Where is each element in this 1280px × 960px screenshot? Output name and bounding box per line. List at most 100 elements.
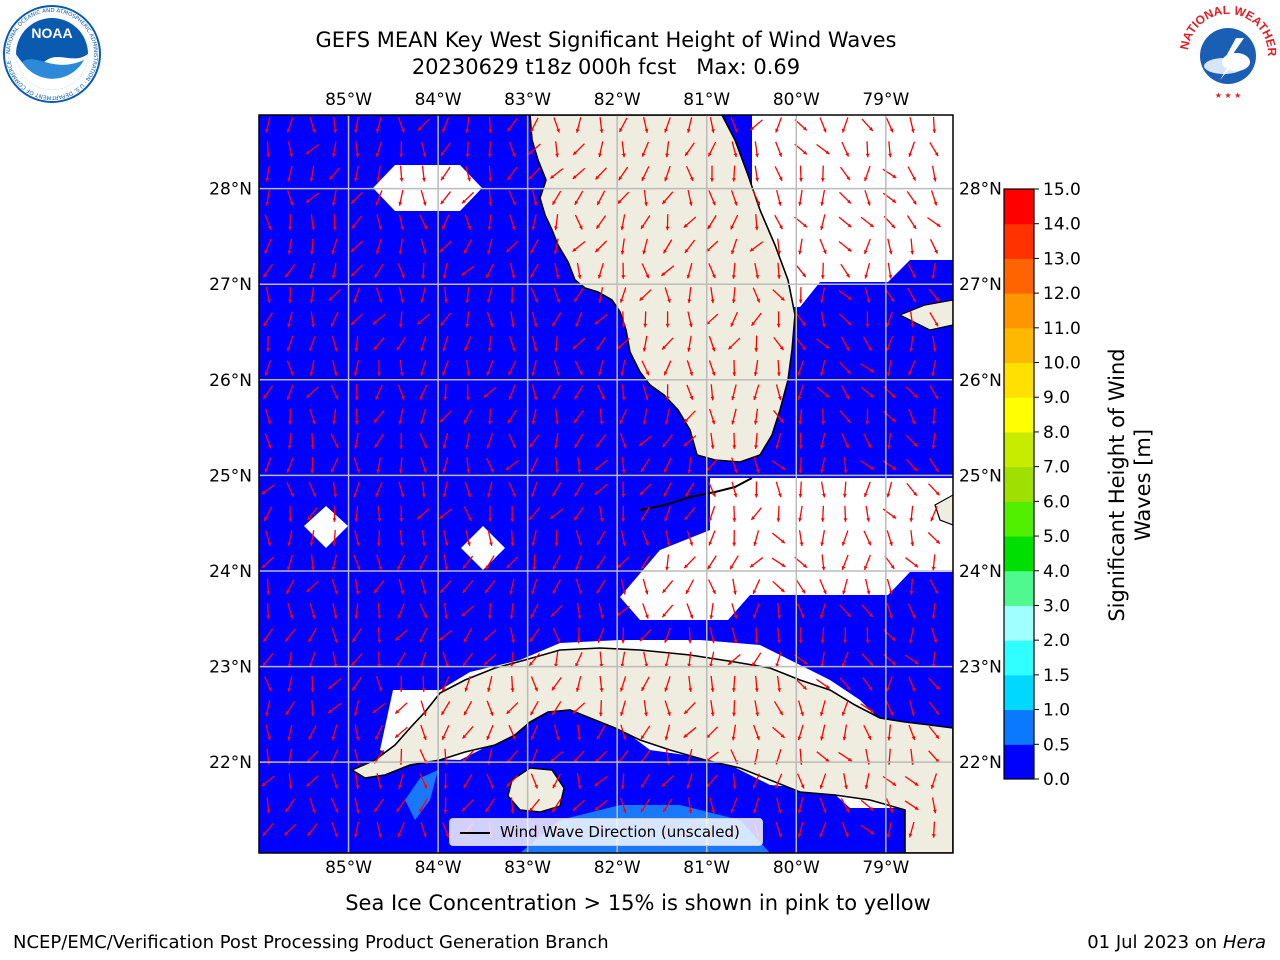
arrow-head xyxy=(751,516,755,520)
arrow-head xyxy=(507,419,512,424)
arrow-head xyxy=(419,565,424,570)
arrow-head xyxy=(733,493,738,498)
arrow-head xyxy=(866,201,871,206)
arrow-head xyxy=(620,687,624,692)
arrow-head xyxy=(841,565,846,570)
arrow-head xyxy=(667,711,671,716)
arrow-head xyxy=(531,590,535,595)
arrow-head xyxy=(310,469,315,474)
arrow-head xyxy=(841,128,846,133)
arrow-head xyxy=(822,249,827,254)
arrow-head xyxy=(641,224,645,229)
arrow-head xyxy=(311,614,316,619)
lon-tick-label-top: 84°W xyxy=(415,90,462,110)
arrow-head xyxy=(285,711,290,715)
arrow-head xyxy=(914,563,919,568)
arrow-head xyxy=(464,687,469,692)
arrow-head xyxy=(575,687,580,692)
lat-tick-label-left: 27°N xyxy=(209,275,252,295)
arrow-head xyxy=(421,688,426,692)
arrow-head xyxy=(487,226,492,231)
arrow-head xyxy=(597,638,602,643)
arrow-head xyxy=(733,614,738,619)
arrow-head xyxy=(486,444,491,449)
arrow-head xyxy=(931,615,936,619)
arrow-head xyxy=(909,591,914,595)
arrow-head xyxy=(822,128,827,133)
arrow-head xyxy=(375,250,380,255)
arrow-head xyxy=(892,466,897,470)
arrow-head xyxy=(866,299,871,303)
arrow-head xyxy=(935,491,940,496)
arrow-head xyxy=(914,660,919,665)
colorbar-tick-label: 8.0 xyxy=(1043,423,1070,443)
arrow-head xyxy=(311,809,316,813)
arrow-head xyxy=(665,226,670,231)
arrow-head xyxy=(310,445,315,449)
arrow-head xyxy=(914,782,919,786)
arrow-head xyxy=(710,299,715,303)
arrow-head xyxy=(287,250,292,255)
arrow-head xyxy=(355,590,360,595)
arrow-head xyxy=(267,541,272,546)
arrow-head xyxy=(870,709,875,713)
arrow-head xyxy=(395,734,399,738)
arrow-head xyxy=(598,371,602,376)
arrow-head xyxy=(892,514,897,519)
colorbar-swatch xyxy=(1004,189,1034,225)
arrow-head xyxy=(531,371,536,376)
arrow-head xyxy=(423,736,427,741)
arrow-head xyxy=(641,686,645,691)
arrow-head xyxy=(641,176,646,181)
arrow-head xyxy=(711,639,715,644)
arrow-head xyxy=(332,518,337,522)
arrow-head xyxy=(556,371,560,376)
arrow-head xyxy=(665,566,669,571)
arrow-head xyxy=(931,566,936,571)
arrow-head xyxy=(662,345,666,350)
arrow-head xyxy=(355,736,360,741)
arrow-head xyxy=(461,271,466,276)
arrow-head xyxy=(597,201,601,205)
lon-tick-label-top: 83°W xyxy=(504,90,551,110)
arrow-head xyxy=(645,274,649,279)
arrow-head xyxy=(706,467,711,472)
arrow-head xyxy=(285,637,289,642)
arrow-head xyxy=(463,662,467,666)
arrow-head xyxy=(664,420,669,425)
arrow-head xyxy=(285,273,289,278)
arrow-head xyxy=(599,129,604,133)
arrow-head xyxy=(488,177,493,182)
arrow-head xyxy=(887,736,892,741)
arrow-head xyxy=(662,200,667,204)
arrow-head xyxy=(267,420,272,425)
arrow-head xyxy=(439,636,444,641)
arrow-head xyxy=(422,153,427,158)
arrow-head xyxy=(864,250,868,254)
arrow-head xyxy=(485,565,490,570)
arrow-head xyxy=(622,590,627,595)
arrow-head xyxy=(781,466,786,470)
arrow-head xyxy=(307,516,312,521)
arrow-head xyxy=(778,493,782,498)
arrow-head xyxy=(886,833,891,838)
arrow-head xyxy=(552,711,556,715)
arrow-head xyxy=(798,299,803,304)
arrow-head xyxy=(820,444,824,449)
arrow-head xyxy=(439,418,444,423)
arrow-head xyxy=(641,516,645,521)
arrow-head xyxy=(556,638,561,643)
arrow-head xyxy=(485,589,489,593)
arrow-head xyxy=(732,518,737,522)
arrow-head xyxy=(378,833,382,838)
arrow-head xyxy=(731,299,736,304)
arrow-head xyxy=(664,736,669,741)
arrow-head xyxy=(399,372,404,376)
arrow-head xyxy=(465,445,469,449)
arrow-head xyxy=(755,153,759,158)
arrow-head xyxy=(261,782,266,787)
arrow-head xyxy=(846,176,850,181)
arrow-head xyxy=(486,273,490,278)
arrow-head xyxy=(417,515,422,520)
arrow-head xyxy=(689,371,693,376)
